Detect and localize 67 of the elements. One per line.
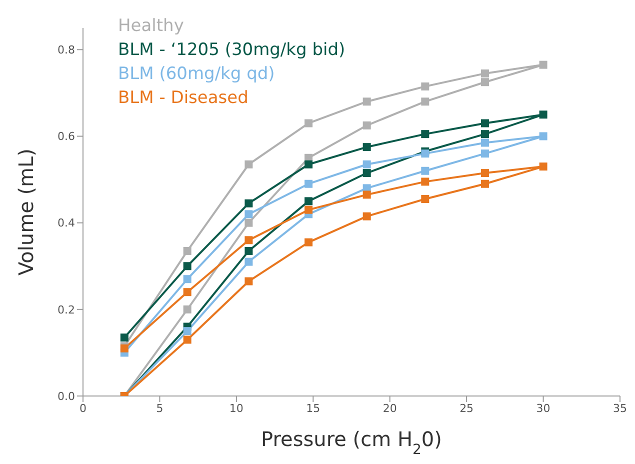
point xyxy=(183,305,192,314)
point xyxy=(421,130,430,138)
point xyxy=(304,180,313,188)
point xyxy=(421,178,430,186)
point xyxy=(480,119,489,128)
point xyxy=(244,218,253,227)
point xyxy=(421,150,430,158)
text: Healthy xyxy=(118,15,185,38)
y-tick-label: 0.0 xyxy=(58,390,75,403)
point xyxy=(244,277,253,286)
point xyxy=(362,160,371,168)
point xyxy=(480,180,489,188)
y-tick-label: 0.2 xyxy=(58,303,75,316)
point xyxy=(183,288,192,296)
point xyxy=(304,160,313,168)
point xyxy=(362,143,371,152)
point xyxy=(120,334,128,342)
point xyxy=(421,98,430,106)
x-tick-label: 30 xyxy=(536,402,550,415)
x-axis-title: Pressure (cm H$_{2}$0) xyxy=(261,427,442,458)
point xyxy=(539,60,548,69)
point xyxy=(480,130,489,138)
point xyxy=(304,238,313,246)
y-tick-label: 0.8 xyxy=(58,44,75,57)
point xyxy=(244,246,253,255)
point xyxy=(480,138,489,147)
point xyxy=(362,121,371,130)
point xyxy=(480,169,489,178)
point xyxy=(362,190,371,199)
point xyxy=(244,199,253,208)
point xyxy=(304,119,313,128)
x-tick-label: 10 xyxy=(229,402,244,415)
x-tick-label: 15 xyxy=(306,402,320,415)
point xyxy=(480,69,489,78)
point xyxy=(362,169,371,178)
point xyxy=(183,275,192,284)
point xyxy=(421,82,430,90)
point xyxy=(244,210,253,218)
point xyxy=(539,110,548,119)
point xyxy=(244,258,253,266)
point xyxy=(539,162,548,171)
text: BLM (60mg/kg qd) xyxy=(118,63,276,86)
point xyxy=(304,197,313,206)
point xyxy=(362,98,371,106)
x-tick-label: 5 xyxy=(156,402,164,415)
text: BLM - Diseased xyxy=(118,87,250,110)
point xyxy=(480,150,489,158)
y-axis-title: Volume (mL) xyxy=(14,148,38,276)
point xyxy=(304,206,313,214)
point xyxy=(244,236,253,244)
point xyxy=(421,166,430,175)
point xyxy=(183,262,192,270)
x-tick-label: 25 xyxy=(460,402,474,415)
text: BLM - ‘1205 (30mg/kg bid) xyxy=(118,39,346,62)
point xyxy=(362,212,371,220)
point xyxy=(183,246,192,255)
x-tick-label: 35 xyxy=(613,402,627,415)
point xyxy=(183,336,192,344)
y-tick-label: 0.4 xyxy=(58,216,75,230)
point xyxy=(183,327,192,336)
y-tick-label: 0.6 xyxy=(58,130,75,144)
point xyxy=(480,78,489,86)
point xyxy=(244,160,253,168)
x-tick-label: 20 xyxy=(382,402,397,415)
point xyxy=(539,132,548,140)
x-tick-label: 0 xyxy=(80,402,86,415)
point xyxy=(421,195,430,204)
